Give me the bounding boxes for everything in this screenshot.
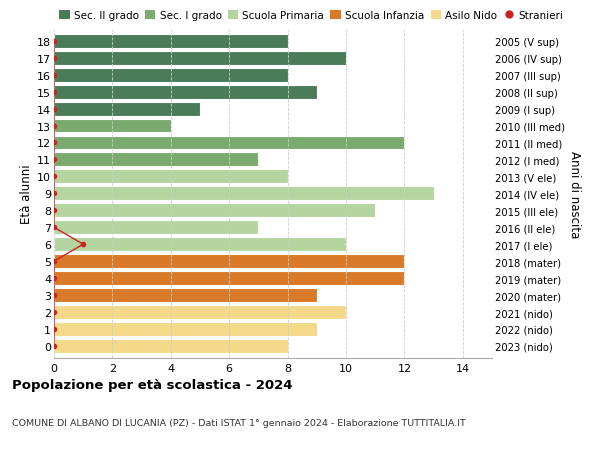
- Bar: [54, 68, 287, 83]
- Y-axis label: Anni di nascita: Anni di nascita: [568, 151, 581, 237]
- Bar: [54, 255, 404, 269]
- Bar: [54, 305, 346, 319]
- Y-axis label: Età alunni: Età alunni: [20, 164, 33, 224]
- Bar: [54, 221, 259, 235]
- Bar: [54, 339, 287, 353]
- Text: COMUNE DI ALBANO DI LUCANIA (PZ) - Dati ISTAT 1° gennaio 2024 - Elaborazione TUT: COMUNE DI ALBANO DI LUCANIA (PZ) - Dati …: [12, 418, 466, 427]
- Bar: [54, 119, 171, 133]
- Bar: [54, 35, 287, 49]
- Bar: [54, 52, 346, 66]
- Bar: [54, 187, 434, 201]
- Text: Popolazione per età scolastica - 2024: Popolazione per età scolastica - 2024: [12, 379, 293, 392]
- Bar: [54, 238, 346, 252]
- Bar: [54, 322, 317, 336]
- Bar: [54, 204, 375, 218]
- Bar: [54, 289, 317, 302]
- Bar: [54, 85, 317, 99]
- Bar: [54, 272, 404, 285]
- Bar: [54, 102, 200, 116]
- Bar: [54, 136, 404, 150]
- Bar: [54, 170, 287, 184]
- Bar: [54, 153, 259, 167]
- Legend: Sec. II grado, Sec. I grado, Scuola Primaria, Scuola Infanzia, Asilo Nido, Stran: Sec. II grado, Sec. I grado, Scuola Prim…: [59, 11, 563, 22]
